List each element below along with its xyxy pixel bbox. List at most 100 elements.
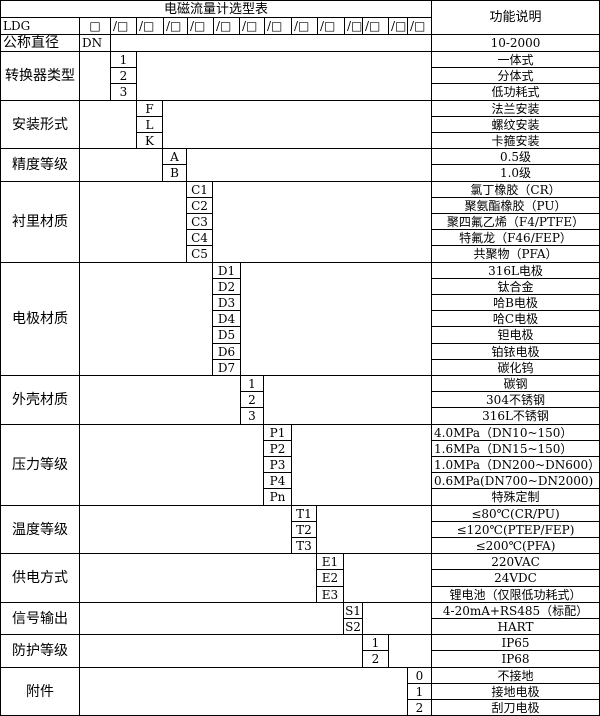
option-description: 低功耗式 xyxy=(431,83,600,101)
empty-cell xyxy=(362,602,432,635)
empty-cell xyxy=(79,505,292,554)
option-code: 2 xyxy=(362,650,389,668)
option-code: 1 xyxy=(240,375,264,392)
model-slot-box: /□ xyxy=(239,17,265,35)
option-description: 特氟龙（F46/FEP） xyxy=(431,229,600,246)
nominal-diameter-label: 公称直径 xyxy=(0,34,80,52)
empty-cell xyxy=(186,148,432,182)
option-code: Pn xyxy=(263,488,292,506)
empty-cell xyxy=(79,424,264,506)
model-slot-box: /□ xyxy=(110,17,137,35)
option-code: E2 xyxy=(316,569,344,587)
option-description: 刮刀电极 xyxy=(431,699,600,716)
model-slot-box: /□ xyxy=(388,17,408,35)
option-code: 2 xyxy=(407,699,432,716)
option-code: D5 xyxy=(212,326,241,344)
option-code: K xyxy=(136,132,163,149)
option-code: E3 xyxy=(316,586,344,603)
empty-cell xyxy=(212,181,432,263)
option-code: C4 xyxy=(186,229,213,246)
empty-cell xyxy=(263,375,432,425)
function-header: 功能说明 xyxy=(431,0,600,35)
empty-cell xyxy=(79,667,408,716)
option-description: 1.0MPa（DN200~DN600） xyxy=(431,456,600,473)
model-slot-box: □ xyxy=(79,17,111,35)
group-label: 电极材质 xyxy=(0,262,80,376)
option-code: L xyxy=(136,116,163,133)
empty-cell xyxy=(79,100,137,149)
group-label: 温度等级 xyxy=(0,505,80,554)
option-description: 接地电极 xyxy=(431,683,600,700)
option-code: C5 xyxy=(186,245,213,263)
model-slot-box: /□ xyxy=(187,17,214,35)
empty-cell xyxy=(79,148,163,182)
group-label: 防护等级 xyxy=(0,634,80,668)
option-code: C1 xyxy=(186,181,213,198)
option-code: F xyxy=(136,100,163,117)
option-description: ≤120℃(PTEP/FEP) xyxy=(431,521,600,538)
option-description: 哈B电极 xyxy=(431,294,600,311)
option-code: D1 xyxy=(212,262,241,279)
option-description: ≤200℃(PFA) xyxy=(431,537,600,554)
option-description: 0.5级 xyxy=(431,148,600,165)
option-description: 法兰安装 xyxy=(431,100,600,117)
option-code: 3 xyxy=(110,83,137,101)
option-description: 哈C电极 xyxy=(431,310,600,327)
group-label: 衬里材质 xyxy=(0,181,80,263)
model-slot-box: /□ xyxy=(362,17,389,35)
option-code: E1 xyxy=(316,553,344,570)
option-code: T3 xyxy=(291,537,317,554)
empty-cell xyxy=(291,424,432,506)
option-code: A xyxy=(162,148,187,165)
empty-cell xyxy=(79,375,241,425)
option-description: ≤80℃(CR/PU) xyxy=(431,505,600,522)
empty-cell xyxy=(79,602,344,635)
option-code: C3 xyxy=(186,213,213,230)
option-code: 1 xyxy=(407,683,432,700)
group-label: 转换器类型 xyxy=(0,51,80,101)
nominal-diameter-code: DN xyxy=(79,34,111,52)
option-description: 钽电极 xyxy=(431,326,600,344)
empty-cell xyxy=(388,634,432,668)
empty-cell xyxy=(79,262,213,376)
option-code: D2 xyxy=(212,278,241,295)
option-description: 不接地 xyxy=(431,667,600,684)
option-description: 聚氨酯橡胶（PU） xyxy=(431,197,600,214)
empty-cell xyxy=(79,634,363,668)
model-slot-box: /□ xyxy=(163,17,188,35)
option-code: 3 xyxy=(240,407,264,425)
option-description: HART xyxy=(431,618,600,635)
option-code: C2 xyxy=(186,197,213,214)
model-slot-box: /□ xyxy=(264,17,292,35)
option-code: P1 xyxy=(263,424,292,441)
option-code: S2 xyxy=(343,618,363,635)
empty-cell xyxy=(343,553,432,603)
option-description: 铂铱电极 xyxy=(431,343,600,360)
option-description: 304不锈钢 xyxy=(431,391,600,408)
option-description: 共聚物（PFA） xyxy=(431,245,600,263)
option-code: P4 xyxy=(263,472,292,489)
option-code: T2 xyxy=(291,521,317,538)
option-description: 316L不锈钢 xyxy=(431,407,600,425)
empty-cell xyxy=(79,553,317,603)
model-slot-box: /□ xyxy=(136,17,164,35)
option-code: 1 xyxy=(362,634,389,651)
option-description: 特殊定制 xyxy=(431,488,600,506)
option-code: T1 xyxy=(291,505,317,522)
option-description: 螺纹安装 xyxy=(431,116,600,133)
option-code: P3 xyxy=(263,456,292,473)
option-code: S1 xyxy=(343,602,363,619)
nominal-diameter-desc: 10-2000 xyxy=(431,34,600,52)
model-slot-box: /□ xyxy=(407,17,432,35)
option-description: 一体式 xyxy=(431,51,600,68)
option-code: 2 xyxy=(240,391,264,408)
option-description: 1.6MPa（DN15~150） xyxy=(431,440,600,457)
group-label: 信号输出 xyxy=(0,602,80,635)
group-label: 附件 xyxy=(0,667,80,716)
empty-cell xyxy=(240,262,432,376)
option-description: 0.6MPa(DN700~DN2000) xyxy=(431,472,600,489)
option-code: D6 xyxy=(212,343,241,360)
option-code: 2 xyxy=(110,67,137,84)
empty-cell xyxy=(110,34,432,52)
